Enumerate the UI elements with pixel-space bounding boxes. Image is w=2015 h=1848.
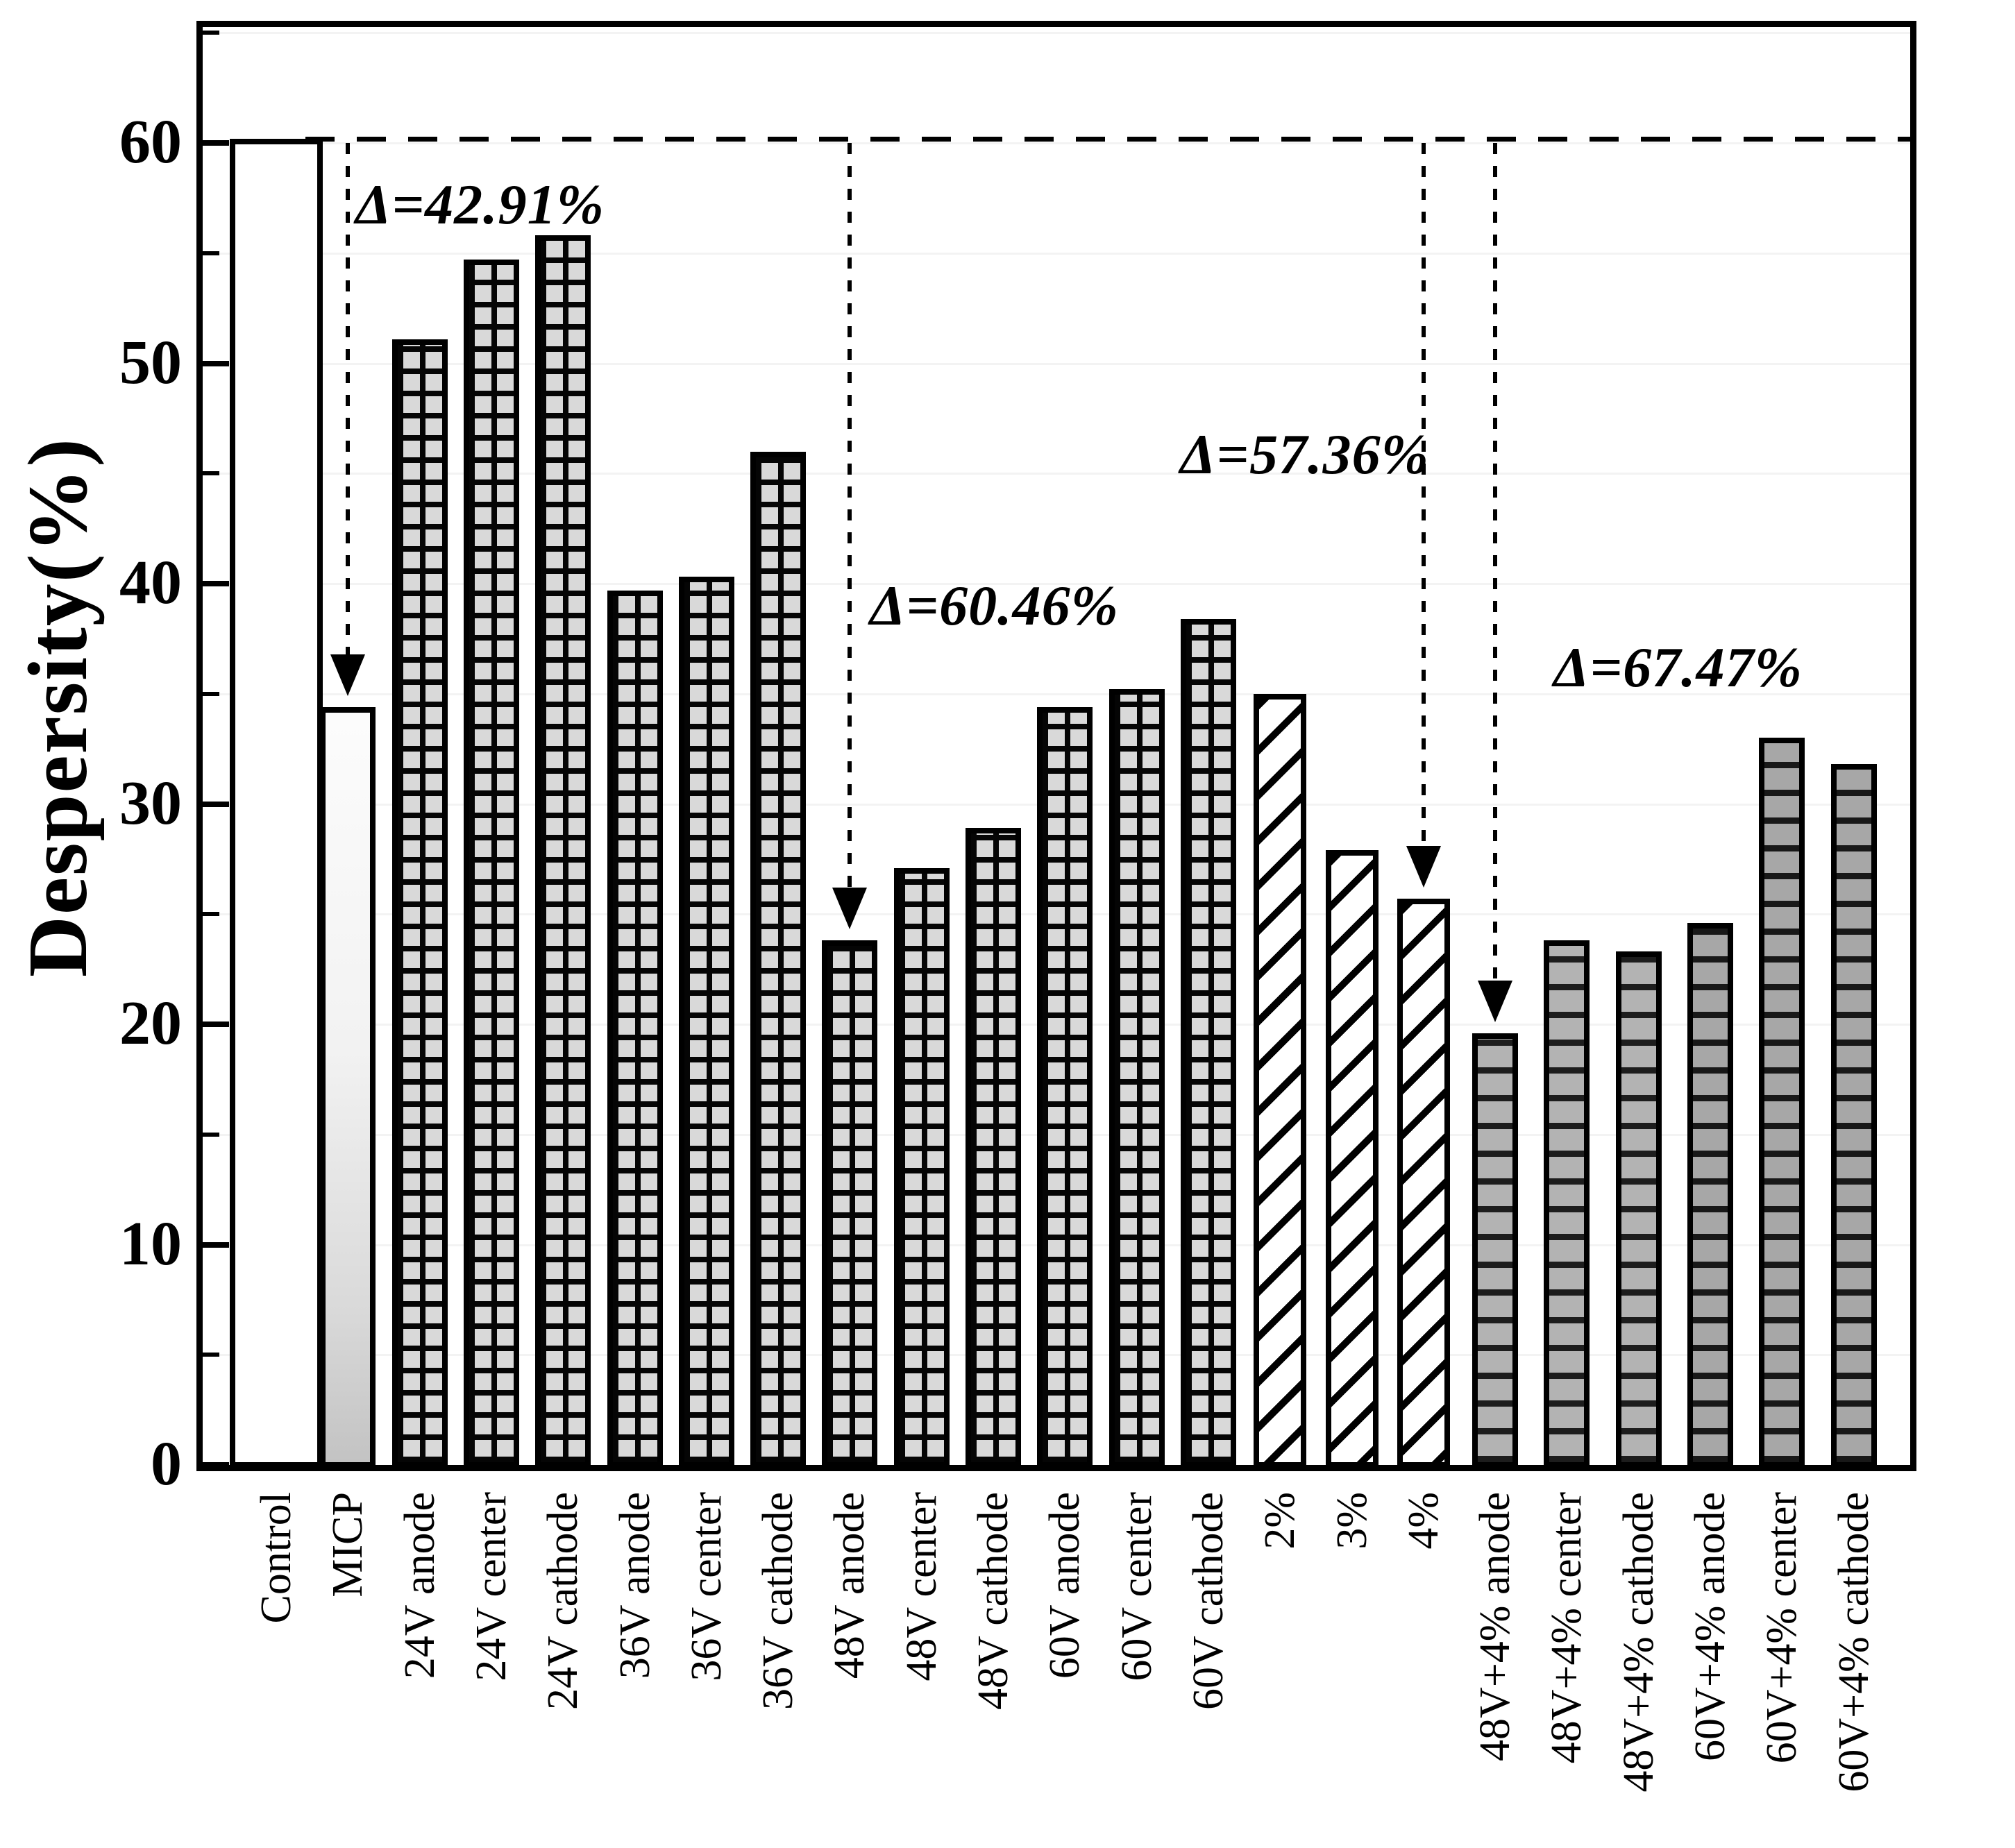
- bar-48v-anode: [822, 940, 877, 1465]
- x-tick-label: 4%: [1400, 1492, 1447, 1550]
- bar-36v-center: [679, 577, 734, 1465]
- annotation-delta-label: Δ=60.46%: [870, 574, 1119, 637]
- y-tick-label: 50: [119, 328, 182, 397]
- faint-gridline: [203, 473, 1910, 475]
- faint-gridline: [203, 142, 1910, 144]
- bar-2-: [1254, 694, 1306, 1465]
- x-tick-label: 60V+4% center: [1758, 1492, 1805, 1764]
- y-tick-label: 60: [119, 108, 182, 176]
- bar-48v-4-anode: [1472, 1033, 1518, 1465]
- y-minor-tick: [203, 1133, 219, 1137]
- bar-48v-center: [894, 868, 950, 1465]
- bar-24v-center: [464, 260, 519, 1465]
- y-tick-label: 10: [119, 1210, 182, 1278]
- annotation-arrowhead-icon: [832, 888, 867, 929]
- faint-gridline: [203, 253, 1910, 255]
- annotation-dotted-line: [1422, 143, 1426, 846]
- y-tick-label: 0: [151, 1430, 182, 1498]
- bar-24v-cathode: [535, 235, 591, 1465]
- bar-micp: [320, 707, 376, 1465]
- annotation-dotted-line: [848, 143, 852, 888]
- y-tick-label: 30: [119, 769, 182, 838]
- bar-48v-4-center: [1544, 940, 1590, 1465]
- x-tick-label: 36V anode: [612, 1492, 659, 1679]
- annotation-delta-label: Δ=67.47%: [1553, 636, 1803, 699]
- x-tick-label: 48V cathode: [970, 1492, 1017, 1710]
- x-tick-label: 24V anode: [396, 1492, 444, 1679]
- bar-60v-center: [1109, 689, 1165, 1465]
- y-minor-tick: [203, 912, 219, 916]
- annotation-dotted-line: [1493, 143, 1497, 981]
- annotation-arrowhead-icon: [1406, 846, 1441, 888]
- x-tick-label: 3%: [1329, 1492, 1376, 1550]
- x-tick-label: 48V+4% cathode: [1615, 1492, 1662, 1792]
- bar-48v-cathode: [966, 828, 1021, 1465]
- x-tick-label: Control: [253, 1492, 300, 1624]
- faint-gridline: [203, 583, 1910, 585]
- y-minor-tick: [203, 1353, 219, 1357]
- bar-4-: [1397, 899, 1450, 1465]
- bar-36v-anode: [607, 591, 663, 1465]
- x-tick-label: 48V anode: [826, 1492, 873, 1679]
- y-minor-tick: [203, 692, 219, 696]
- bar-3-: [1326, 850, 1379, 1465]
- bar-60v-4-cathode: [1831, 764, 1877, 1465]
- bar-24v-anode: [392, 339, 448, 1465]
- y-minor-tick: [203, 471, 219, 475]
- annotation-delta-label: Δ=42.91%: [355, 173, 605, 236]
- reference-dashed-line: [305, 137, 1910, 142]
- y-major-tick: [203, 140, 229, 146]
- annotation-arrowhead-icon: [1478, 981, 1512, 1022]
- x-tick-label: 24V center: [468, 1492, 515, 1681]
- x-tick-label: 60V center: [1113, 1492, 1161, 1681]
- x-tick-label: 60V cathode: [1185, 1492, 1232, 1710]
- annotation-delta-label: Δ=57.36%: [1180, 423, 1429, 486]
- y-tick-label: 40: [119, 548, 182, 617]
- bar-60v-cathode: [1181, 619, 1236, 1465]
- y-minor-tick: [203, 31, 219, 35]
- annotation-arrowhead-icon: [330, 654, 365, 696]
- bar-36v-cathode: [750, 452, 806, 1465]
- bar-60v-anode: [1037, 707, 1093, 1465]
- y-major-tick: [203, 361, 229, 366]
- x-tick-label: 60V anode: [1041, 1492, 1088, 1679]
- y-major-tick: [203, 581, 229, 586]
- y-major-tick: [203, 1242, 229, 1248]
- x-tick-label: 48V+4% center: [1543, 1492, 1590, 1764]
- bar-60v-4-anode: [1687, 923, 1733, 1465]
- bar-48v-4-cathode: [1616, 951, 1662, 1465]
- x-tick-label: 24V cathode: [539, 1492, 587, 1710]
- x-tick-label: 2%: [1256, 1492, 1304, 1550]
- x-tick-label: 48V center: [898, 1492, 945, 1681]
- x-tick-label: 36V cathode: [754, 1492, 802, 1710]
- y-major-tick: [203, 802, 229, 807]
- y-tick-label: 20: [119, 989, 182, 1058]
- y-axis-title: Despersity(%): [11, 437, 105, 978]
- faint-gridline: [203, 32, 1910, 34]
- bar-60v-4-center: [1759, 738, 1805, 1465]
- faint-gridline: [203, 363, 1910, 365]
- y-minor-tick: [203, 251, 219, 255]
- annotation-dotted-line: [346, 143, 350, 654]
- bar-control: [230, 139, 323, 1465]
- faint-gridline: [203, 693, 1910, 695]
- y-major-tick: [203, 1462, 229, 1468]
- x-tick-label: 60V+4% anode: [1687, 1492, 1734, 1761]
- y-major-tick: [203, 1022, 229, 1027]
- x-tick-label: MICP: [324, 1492, 371, 1597]
- x-tick-label: 60V+4% cathode: [1830, 1492, 1878, 1792]
- x-tick-label: 36V center: [683, 1492, 730, 1681]
- x-tick-label: 48V+4% anode: [1472, 1492, 1519, 1761]
